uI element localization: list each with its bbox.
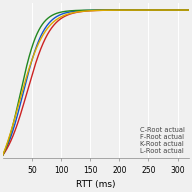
L-Root actual xyxy=(148,9,151,11)
K-Root actual xyxy=(188,9,190,11)
K-Root actual xyxy=(148,9,151,11)
K-Root actual xyxy=(92,9,95,11)
F-Root actual xyxy=(183,9,185,11)
Line: C-Root actual: C-Root actual xyxy=(3,10,189,155)
F-Root actual xyxy=(92,9,95,12)
C-Root actual xyxy=(87,9,90,12)
F-Root actual xyxy=(148,9,151,11)
L-Root actual xyxy=(87,10,90,12)
C-Root actual xyxy=(188,9,190,11)
K-Root actual xyxy=(11,126,13,129)
F-Root actual xyxy=(87,10,90,12)
L-Root actual xyxy=(11,126,13,128)
C-Root actual xyxy=(183,9,185,11)
L-Root actual xyxy=(188,9,190,11)
K-Root actual xyxy=(183,9,185,11)
C-Root actual xyxy=(92,9,95,11)
F-Root actual xyxy=(183,9,185,11)
F-Root actual xyxy=(11,136,13,139)
C-Root actual xyxy=(2,154,4,156)
Line: K-Root actual: K-Root actual xyxy=(3,10,189,155)
Line: L-Root actual: L-Root actual xyxy=(3,10,189,155)
X-axis label: RTT (ms): RTT (ms) xyxy=(76,180,116,189)
K-Root actual xyxy=(87,9,90,11)
K-Root actual xyxy=(2,154,4,156)
F-Root actual xyxy=(2,154,4,156)
Line: F-Root actual: F-Root actual xyxy=(3,10,189,155)
C-Root actual xyxy=(183,9,185,11)
K-Root actual xyxy=(183,9,185,11)
C-Root actual xyxy=(148,9,151,11)
L-Root actual xyxy=(183,9,185,11)
L-Root actual xyxy=(92,9,95,12)
F-Root actual xyxy=(188,9,190,11)
C-Root actual xyxy=(11,131,13,134)
L-Root actual xyxy=(2,154,4,156)
Legend: C-Root actual, F-Root actual, K-Root actual, L-Root actual: C-Root actual, F-Root actual, K-Root act… xyxy=(140,126,186,155)
L-Root actual xyxy=(183,9,185,11)
